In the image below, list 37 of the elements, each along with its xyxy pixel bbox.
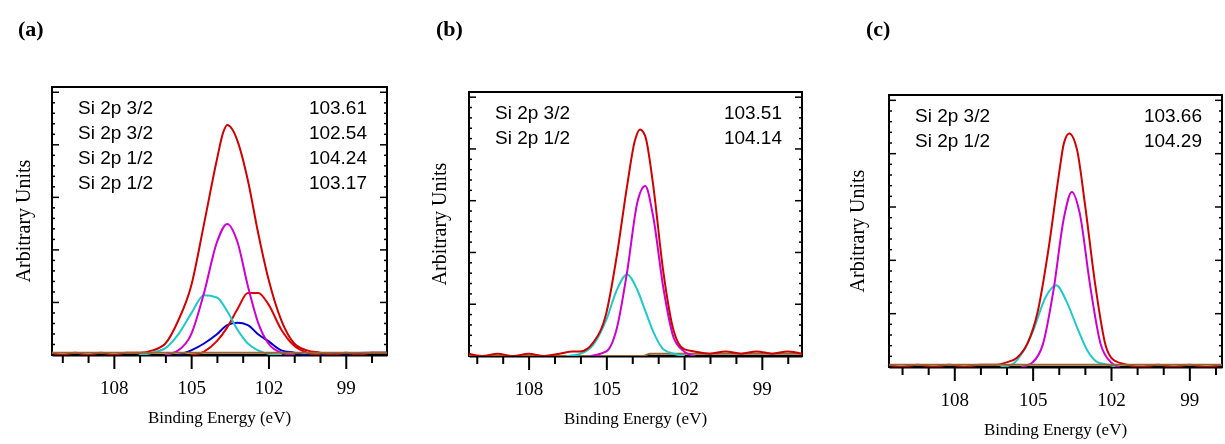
x-tick-label: 99 — [752, 378, 772, 400]
text: Si 2p 3/2 — [915, 105, 990, 126]
x-axis-title: Binding Energy (eV) — [147, 408, 292, 427]
annotation: Si 2p 1/2 — [78, 147, 153, 168]
x-tick-label: 102 — [254, 377, 284, 399]
x-tick-label: 102 — [1097, 389, 1126, 411]
annotation: 102.54 — [308, 122, 368, 143]
annotation: Si 2p 1/2 — [915, 130, 990, 151]
x-axis-title: Binding Energy (eV) — [563, 409, 708, 428]
annotation: Si 2p 1/2 — [78, 172, 153, 193]
chart-title: (c) — [866, 16, 891, 41]
annotation: 104.29 — [1143, 130, 1202, 151]
text: 103.51 — [723, 102, 782, 123]
chart-title: (a) — [18, 16, 44, 41]
y-axis-title: Arbitrary Units — [428, 162, 451, 286]
text: 103.61 — [308, 97, 367, 118]
text: Si 2p 3/2 — [495, 102, 570, 123]
y-axis-title: Arbitrary Units — [846, 169, 869, 293]
text: Si 2p 3/2 — [78, 97, 153, 118]
x-tick-label: 108 — [940, 389, 970, 411]
x-tick-label: 99 — [336, 377, 356, 399]
y-axis-title: Arbitrary Units — [12, 159, 35, 283]
x-tick-label: 99 — [1180, 389, 1200, 411]
annotation: 103.17 — [308, 172, 367, 193]
annotation: 104.24 — [308, 147, 368, 168]
x-tick-label: 105 — [177, 377, 206, 399]
annotation: 104.14 — [723, 127, 783, 148]
x-axis-title: Binding Energy (eV) — [983, 420, 1128, 439]
text: 103.66 — [1143, 105, 1202, 126]
x-tick-label: 108 — [100, 377, 129, 399]
x-tick-label: 105 — [592, 378, 622, 400]
x-tick-label: 102 — [670, 378, 699, 400]
chart-title: (b) — [436, 16, 463, 41]
annotation: Si 2p 3/2 — [78, 122, 153, 143]
x-tick-label: 105 — [1018, 389, 1048, 411]
x-tick-label: 108 — [514, 378, 544, 400]
annotation: Si 2p 1/2 — [495, 127, 570, 148]
